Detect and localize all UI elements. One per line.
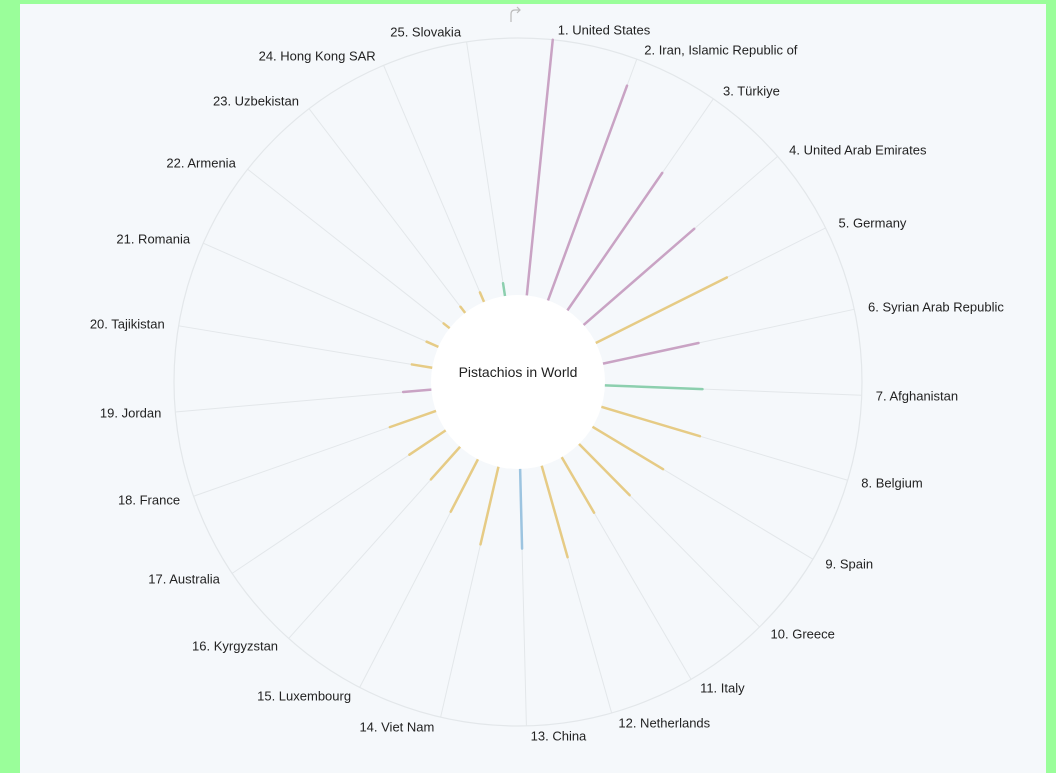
- category-label: 15. Luxembourg: [257, 688, 352, 704]
- bar: [501, 282, 507, 298]
- spoke: [383, 65, 485, 303]
- bar: [401, 388, 433, 394]
- category-label: 25. Slovakia: [390, 24, 462, 40]
- spoke: [175, 389, 432, 413]
- bar: [600, 405, 702, 438]
- bar: [425, 340, 440, 349]
- category-label: 8. Belgium: [861, 475, 923, 491]
- bar: [577, 442, 631, 497]
- bar: [546, 84, 629, 302]
- category-label: 18. France: [117, 492, 181, 508]
- bar: [408, 429, 447, 456]
- spoke: [203, 242, 439, 348]
- spoke: [178, 325, 433, 369]
- bar: [429, 445, 462, 481]
- bar: [603, 384, 704, 391]
- category-label: 16. Kyrgyzstan: [192, 638, 279, 654]
- category-label: 7. Afghanistan: [875, 388, 959, 404]
- category-label: 6. Syrian Arab Republic: [868, 299, 1004, 315]
- category-label: 13. China: [530, 728, 587, 744]
- category-label: 22. Armenia: [166, 155, 236, 171]
- category-label: 3. Türkiye: [723, 83, 780, 99]
- bar: [540, 464, 569, 559]
- category-label: 12. Netherlands: [618, 715, 711, 731]
- bar: [410, 363, 434, 370]
- category-label: 24. Hong Kong SAR: [258, 48, 376, 64]
- category-label: 23. Uzbekistan: [212, 93, 299, 109]
- refresh-icon[interactable]: [510, 6, 521, 22]
- bar: [594, 276, 729, 345]
- chart-title: Pistachios in World: [458, 364, 578, 380]
- bar: [582, 227, 696, 327]
- outer-ring: [173, 37, 863, 727]
- category-label: 14. Viet Nam: [359, 719, 435, 735]
- category-label: 19. Jordan: [99, 405, 162, 421]
- spoke: [308, 108, 466, 314]
- category-label: 11. Italy: [700, 680, 745, 696]
- bar: [449, 457, 480, 513]
- bar: [459, 305, 467, 315]
- category-label: 1. United States: [557, 22, 651, 38]
- bar: [479, 465, 500, 546]
- category-label: 17. Australia: [148, 571, 220, 587]
- category-label: 9. Spain: [825, 556, 874, 572]
- bar: [525, 38, 555, 297]
- bar: [566, 171, 664, 312]
- bar: [442, 322, 451, 330]
- bar: [388, 409, 438, 429]
- bar: [601, 341, 700, 365]
- bar: [478, 291, 486, 304]
- bar: [591, 425, 665, 471]
- category-label: 20. Tajikistan: [89, 316, 165, 332]
- bar: [518, 467, 524, 550]
- category-label: 21. Romania: [116, 231, 191, 247]
- spoke: [466, 41, 506, 297]
- category-label: 5. Germany: [838, 215, 907, 231]
- center-disc: [431, 295, 605, 469]
- bar: [560, 455, 596, 514]
- category-label: 10. Greece: [770, 626, 835, 642]
- category-label: 2. Iran, Islamic Republic of: [644, 42, 798, 58]
- spoke: [247, 168, 450, 329]
- category-label: 4. United Arab Emirates: [789, 142, 927, 158]
